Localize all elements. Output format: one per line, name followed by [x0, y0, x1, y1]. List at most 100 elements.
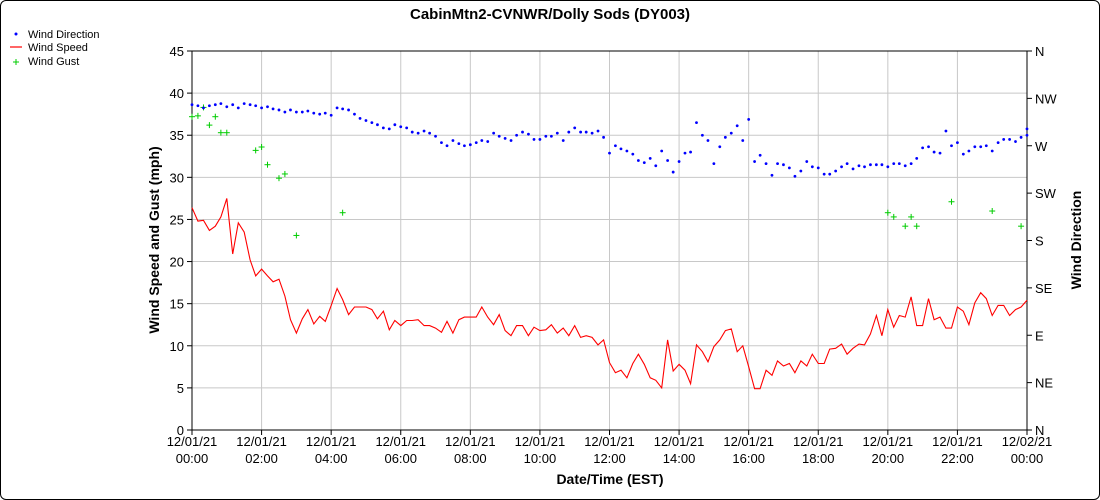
- direction-point: [950, 144, 953, 148]
- x-tick-date-label: 12/01/21: [306, 434, 357, 449]
- direction-point: [1019, 135, 1023, 139]
- x-tick-time-label: 14:00: [663, 451, 696, 466]
- direction-point: [602, 135, 605, 139]
- direction-point: [207, 104, 211, 108]
- direction-point: [329, 113, 333, 117]
- direction-point: [538, 138, 542, 141]
- direction-point: [196, 104, 200, 108]
- direction-point: [828, 172, 832, 176]
- direction-point: [880, 163, 884, 167]
- x-tick-date-label: 12/01/21: [515, 434, 566, 449]
- direction-point: [776, 162, 779, 166]
- direction-point: [816, 166, 820, 170]
- direction-point: [921, 146, 925, 150]
- direction-point: [787, 166, 791, 170]
- gust-point: [206, 122, 213, 129]
- direction-point: [869, 163, 872, 167]
- gust-point: [908, 213, 915, 220]
- y2-tick-label: S: [1035, 234, 1044, 249]
- direction-point: [596, 129, 600, 133]
- direction-point: [857, 164, 861, 168]
- direction-point: [897, 162, 901, 166]
- x-tick-time-label: 18:00: [802, 451, 835, 466]
- direction-point: [1008, 138, 1012, 141]
- y2-tick-label: W: [1035, 139, 1048, 154]
- direction-point: [1014, 140, 1017, 143]
- gust-point: [264, 161, 271, 168]
- gust-point: [223, 129, 230, 136]
- direction-point: [810, 165, 814, 169]
- gust-point: [913, 223, 920, 230]
- direction-point: [416, 131, 420, 135]
- y-tick-label: 35: [170, 128, 184, 143]
- direction-point: [967, 149, 971, 153]
- y2-tick-label: E: [1035, 328, 1044, 343]
- x-tick-date-label: 12/01/21: [236, 434, 287, 449]
- direction-point: [353, 112, 356, 116]
- direction-point: [886, 165, 890, 169]
- y2-tick-label: NW: [1035, 91, 1057, 106]
- gust-point: [275, 175, 282, 182]
- legend: Wind Direction Wind Speed Wind Gust: [10, 29, 100, 68]
- gust-point: [339, 209, 346, 216]
- direction-point: [405, 126, 409, 130]
- direction-point: [805, 160, 809, 163]
- plot-area: [191, 50, 1028, 431]
- direction-point: [532, 138, 536, 141]
- direction-point: [758, 153, 762, 157]
- direction-point: [549, 134, 553, 138]
- direction-point: [521, 130, 524, 134]
- direction-point: [474, 141, 478, 144]
- direction-point: [323, 111, 327, 115]
- direction-point: [486, 140, 490, 143]
- direction-point: [410, 130, 414, 134]
- direction-point: [677, 160, 681, 163]
- direction-point: [341, 107, 345, 111]
- direction-point: [631, 152, 635, 156]
- x-tick-time-label: 22:00: [941, 451, 974, 466]
- direction-point: [961, 152, 965, 156]
- gust-point: [252, 147, 259, 154]
- direction-point: [294, 110, 298, 114]
- direction-point: [1002, 138, 1006, 141]
- x-axis-label: Date/Time (EST): [556, 471, 663, 487]
- x-tick-date-label: 12/02/21: [1002, 434, 1053, 449]
- direction-point: [219, 102, 223, 106]
- direction-point: [289, 108, 292, 112]
- direction-point: [892, 162, 896, 166]
- direction-point: [364, 119, 368, 122]
- gust-point: [258, 144, 265, 151]
- direction-point: [723, 135, 727, 139]
- direction-point: [753, 160, 756, 163]
- direction-point: [608, 151, 611, 155]
- direction-point: [376, 123, 379, 127]
- x-tick-time-label: 00:00: [1011, 451, 1044, 466]
- direction-point: [434, 134, 437, 138]
- direction-point: [984, 144, 988, 148]
- direction-point: [747, 118, 751, 121]
- direction-point: [990, 149, 994, 153]
- x-tick-time-label: 02:00: [245, 451, 278, 466]
- direction-point: [822, 172, 826, 176]
- y-tick-label: 5: [177, 381, 184, 396]
- direction-point: [735, 124, 739, 128]
- direction-point: [445, 144, 449, 148]
- direction-point: [242, 102, 246, 106]
- direction-point: [915, 156, 919, 160]
- x-tick-date-label: 12/01/21: [584, 434, 635, 449]
- direction-point: [555, 131, 559, 135]
- y-axis-label: Wind Speed and Gust (mph): [146, 146, 162, 333]
- legend-marker-wind-direction: [14, 32, 18, 36]
- direction-point: [527, 132, 530, 136]
- y-tick-label: 25: [170, 212, 184, 227]
- direction-point: [509, 139, 513, 142]
- direction-point: [909, 162, 913, 166]
- direction-point: [654, 164, 658, 168]
- direction-point: [718, 145, 722, 149]
- direction-point: [648, 156, 652, 160]
- x-tick-time-label: 16:00: [732, 451, 765, 466]
- direction-point: [440, 141, 443, 144]
- y2-axis-ticks: N NE E SE S SW W NW N: [1027, 44, 1057, 438]
- direction-point: [932, 150, 936, 154]
- direction-point: [579, 130, 583, 134]
